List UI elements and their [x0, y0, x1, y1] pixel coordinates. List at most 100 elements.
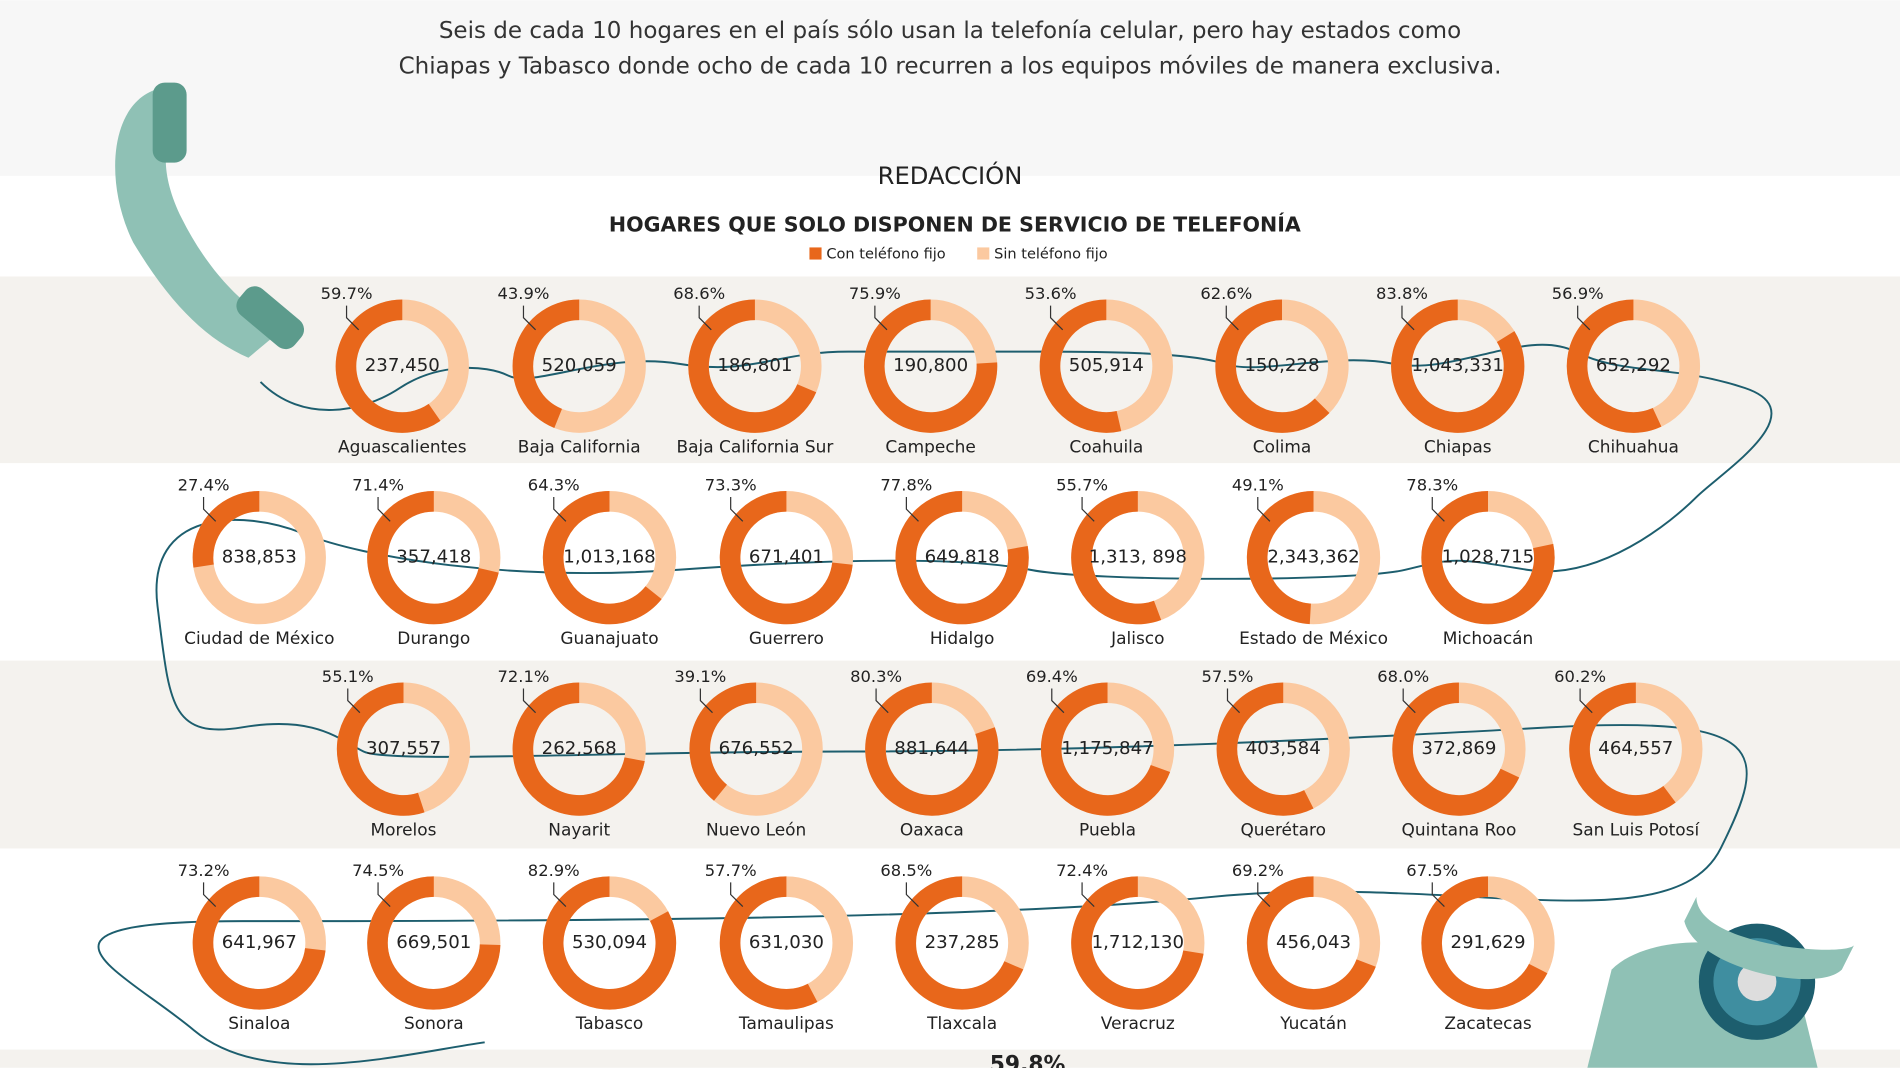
state-name: Veracruz — [1101, 1013, 1175, 1033]
percent-label: 64.3% — [528, 476, 580, 495]
percent-label: 73.3% — [705, 476, 757, 495]
leader-line — [699, 688, 713, 714]
legend-label: Con teléfono fijo — [826, 247, 945, 263]
percent-label: 60.2% — [1554, 667, 1606, 686]
donut-arc — [1040, 682, 1171, 816]
household-total: 464,557 — [1598, 738, 1673, 759]
percent-label: 68.5% — [880, 861, 932, 880]
state-name: Tlaxcala — [926, 1013, 997, 1033]
leader-line — [522, 305, 537, 331]
percent-label: 59.7% — [321, 284, 373, 303]
household-total: 372,869 — [1421, 738, 1496, 759]
donut-arc — [1071, 490, 1162, 625]
donut-arc — [336, 682, 425, 816]
percent-label: 43.9% — [498, 284, 550, 303]
leader-line — [730, 497, 744, 522]
state-name: Coahuila — [1069, 436, 1143, 456]
leader-line — [1431, 882, 1445, 908]
percent-label: 39.1% — [674, 667, 726, 686]
percent-label: 27.4% — [178, 476, 230, 495]
donut-arc — [1421, 876, 1548, 1010]
state-name: Nuevo León — [706, 819, 806, 839]
percent-label: 57.7% — [705, 861, 757, 880]
state-name: San Luis Potosí — [1573, 819, 1701, 839]
donut-arc — [192, 490, 260, 568]
leader-line — [1081, 497, 1095, 522]
percent-label: 82.9% — [528, 861, 580, 880]
donut-arc — [1246, 876, 1376, 1010]
chart-title: HOGARES QUE SOLO DISPONEN DE SERVICIO DE… — [609, 212, 1301, 237]
donut-arc — [688, 299, 817, 433]
leader-line — [1257, 882, 1271, 908]
household-total: 641,967 — [222, 932, 297, 953]
state-name: Estado de México — [1239, 628, 1388, 648]
state-name: Puebla — [1079, 819, 1136, 839]
state-name: Guanajuato — [560, 628, 658, 648]
state-name: Tabasco — [575, 1013, 644, 1033]
percent-label: 72.4% — [1056, 861, 1108, 880]
leader-line — [1225, 305, 1239, 331]
byline: REDACCIÓN — [878, 160, 1023, 190]
donut-arc — [1421, 490, 1555, 625]
state-name: Quintana Roo — [1401, 819, 1516, 839]
household-total: 676,552 — [719, 738, 794, 759]
state-name: Oaxaca — [900, 819, 964, 839]
percent-label: 74.5% — [352, 861, 404, 880]
household-total: 1,043,331 — [1412, 355, 1504, 376]
household-total: 1,712,130 — [1092, 932, 1184, 953]
state-name: Morelos — [371, 819, 437, 839]
household-total: 291,629 — [1450, 932, 1525, 953]
state-name: Ciudad de México — [184, 628, 334, 648]
leader-line — [730, 882, 744, 908]
legend-swatch — [809, 247, 822, 260]
leader-line — [905, 497, 919, 522]
percent-label: 69.4% — [1026, 667, 1078, 686]
donut-arc — [689, 682, 757, 801]
state-name: Baja California — [518, 436, 641, 456]
donut-arc — [719, 490, 853, 625]
state-name: Guerrero — [749, 628, 824, 648]
percent-label: 62.6% — [1200, 284, 1252, 303]
household-total: 520,059 — [542, 355, 617, 376]
household-total: 186,801 — [717, 355, 792, 376]
intro-line: Chiapas y Tabasco donde ocho de cada 10 … — [399, 53, 1502, 79]
leader-line — [1577, 305, 1591, 331]
household-total: 1,028,715 — [1442, 547, 1534, 568]
percent-label: 56.9% — [1552, 284, 1604, 303]
percent-label: 77.8% — [880, 476, 932, 495]
household-total: 456,043 — [1276, 932, 1351, 953]
household-total: 307,557 — [366, 738, 441, 759]
leader-line — [1226, 688, 1241, 714]
footer-value: 59.8% — [990, 1052, 1066, 1068]
leader-line — [553, 497, 567, 522]
legend-swatch — [977, 247, 990, 260]
household-total: 530,094 — [572, 932, 647, 953]
state-name: Tamaulipas — [738, 1013, 834, 1033]
donut-arc — [1566, 299, 1662, 433]
household-total: 671,401 — [749, 547, 824, 568]
leader-line — [698, 305, 712, 331]
leader-line — [522, 688, 537, 714]
household-total: 1,313, 898 — [1089, 547, 1187, 568]
percent-label: 73.2% — [178, 861, 230, 880]
donut-arc — [1039, 299, 1122, 433]
leader-line — [874, 305, 888, 331]
leader-line — [553, 882, 567, 908]
percent-label: 80.3% — [850, 667, 902, 686]
intro-line: Seis de cada 10 hogares en el país sólo … — [439, 18, 1461, 44]
donut-arc — [512, 682, 645, 816]
donut-arc — [1215, 299, 1330, 433]
donut-arc — [542, 490, 662, 625]
state-name: Chihuahua — [1588, 436, 1679, 456]
leader-line — [1049, 305, 1064, 331]
state-name: Jalisco — [1110, 628, 1164, 648]
rotary-phone — [1587, 896, 1854, 1068]
state-name: Zacatecas — [1444, 1013, 1531, 1033]
percent-label: 75.9% — [849, 284, 901, 303]
percent-label: 57.5% — [1202, 667, 1254, 686]
percent-label: 49.1% — [1232, 476, 1284, 495]
donut-arc — [1216, 682, 1314, 816]
household-total: 2,343,362 — [1267, 547, 1359, 568]
leader-line — [1431, 497, 1445, 522]
